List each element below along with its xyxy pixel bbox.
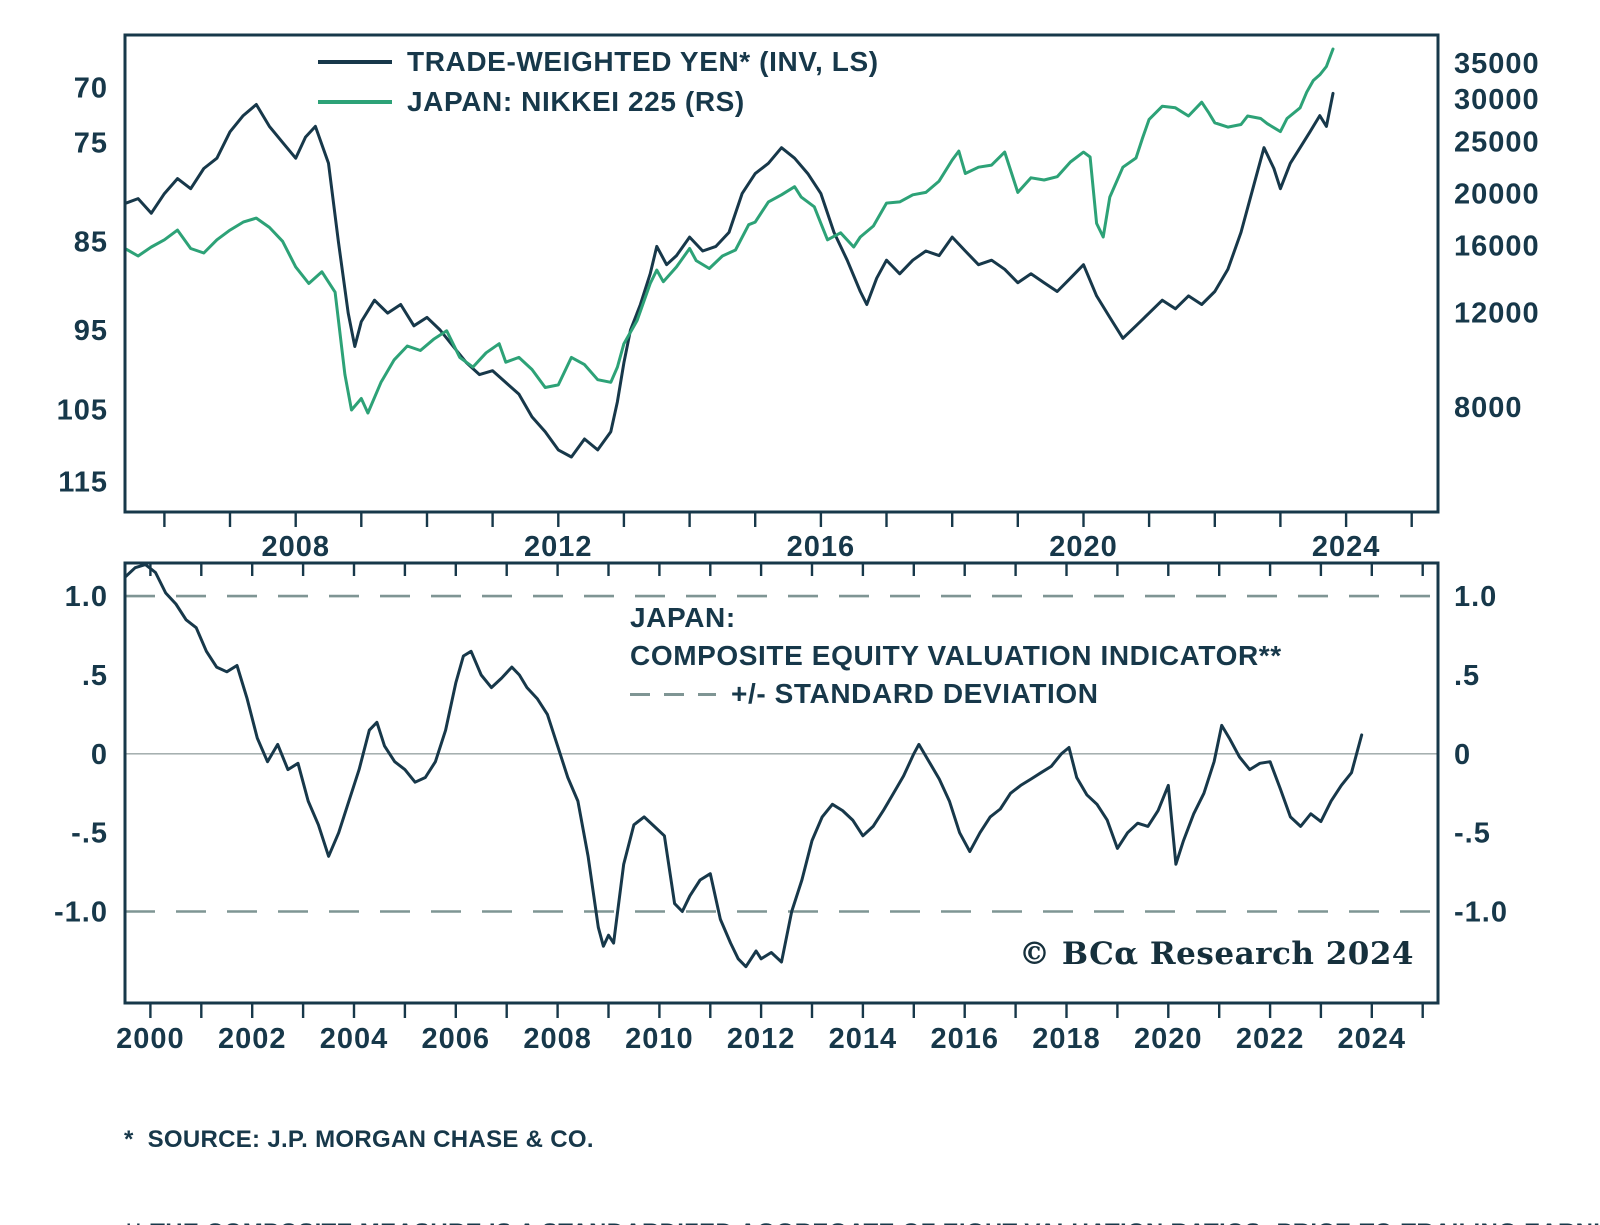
svg-text:16000: 16000 — [1454, 231, 1540, 263]
yen-line-swatch — [318, 60, 392, 64]
top-panel: 2008 2012 2016 2020 202470758595105115350003… — [57, 33, 1540, 563]
legend-item-standard-deviation: +/- STANDARD DEVIATION — [630, 678, 1282, 710]
svg-text:20000: 20000 — [1454, 179, 1540, 211]
nikkei-line-swatch — [318, 100, 392, 104]
yen-legend-label: TRADE-WEIGHTED YEN* (INV, LS) — [407, 46, 879, 77]
bottom-panel-x-labels: 2000 2002 2004 2006 2008 2010 2012 2014 2016 2018… — [116, 1023, 1407, 1055]
svg-text:105: 105 — [57, 394, 108, 426]
svg-text:2024: 2024 — [1312, 531, 1381, 563]
svg-text:2018: 2018 — [1032, 1023, 1101, 1055]
legend-item-nikkei-225: JAPAN: NIKKEI 225 (RS) — [318, 86, 879, 118]
svg-text:2014: 2014 — [829, 1023, 898, 1055]
svg-text:2008: 2008 — [523, 1023, 592, 1055]
top-panel-y-labels-left: 70 75 85 95 105 115 — [57, 73, 108, 499]
svg-text:2016: 2016 — [930, 1023, 999, 1055]
std-dev-dashed-swatch — [630, 692, 716, 696]
svg-text:2006: 2006 — [422, 1023, 491, 1055]
svg-text:2010: 2010 — [625, 1023, 694, 1055]
svg-text:85: 85 — [74, 227, 108, 259]
svg-text:0: 0 — [91, 739, 108, 771]
top-panel-x-labels: 2008 2012 2016 2020 2024 — [261, 531, 1381, 563]
svg-text:8000: 8000 — [1454, 392, 1523, 424]
svg-text:70: 70 — [74, 73, 108, 105]
svg-text:2016: 2016 — [787, 531, 856, 563]
bottom-chart-annotation: JAPAN: COMPOSITE EQUITY VALUATION INDICA… — [630, 602, 1282, 710]
svg-text:2000: 2000 — [116, 1023, 185, 1055]
svg-text:-.5: -.5 — [1454, 818, 1491, 850]
bottom-panel-x-ticks — [149, 563, 1424, 1018]
top-panel-border — [123, 33, 1440, 514]
svg-text:2020: 2020 — [1134, 1023, 1203, 1055]
bottom-panel-border — [123, 561, 1440, 1005]
svg-text:115: 115 — [58, 467, 108, 499]
svg-text:-1.0: -1.0 — [54, 897, 108, 929]
top-chart-legend: TRADE-WEIGHTED YEN* (INV, LS) JAPAN: NIK… — [318, 46, 879, 118]
svg-text:2024: 2024 — [1338, 1023, 1407, 1055]
svg-text:2012: 2012 — [524, 531, 593, 563]
svg-text:30000: 30000 — [1454, 84, 1540, 116]
annotation-line-japan: JAPAN: — [630, 602, 736, 633]
top-panel-series-0 — [125, 91, 1335, 459]
nikkei-legend-label: JAPAN: NIKKEI 225 (RS) — [407, 86, 745, 117]
bottom-panel-series-0 — [125, 563, 1364, 969]
footnote-source: * SOURCE: J.P. MORGAN CHASE & CO. — [124, 1126, 594, 1153]
top-panel-series-1 — [125, 47, 1335, 415]
footnotes: * SOURCE: J.P. MORGAN CHASE & CO. ** THE… — [124, 1062, 1600, 1225]
svg-text:1.0: 1.0 — [1454, 581, 1497, 613]
svg-text:95: 95 — [74, 315, 108, 347]
svg-text:75: 75 — [74, 127, 108, 159]
svg-text:2008: 2008 — [261, 531, 330, 563]
svg-text:1.0: 1.0 — [65, 581, 108, 613]
svg-text:2022: 2022 — [1236, 1023, 1305, 1055]
bottom-panel: 2000 2002 2004 2006 2008 2010 2012 2014 2016 2018… — [54, 561, 1508, 1055]
svg-text:2002: 2002 — [218, 1023, 287, 1055]
footnote-composite-1: ** THE COMPOSITE MEASURE IS A STANDARDIZ… — [124, 1217, 1600, 1225]
svg-text:-1.0: -1.0 — [1454, 897, 1508, 929]
svg-text:25000: 25000 — [1454, 127, 1540, 159]
svg-text:2020: 2020 — [1049, 531, 1118, 563]
svg-text:.5: .5 — [82, 660, 108, 692]
legend-item-trade-weighted-yen: TRADE-WEIGHTED YEN* (INV, LS) — [318, 46, 879, 78]
svg-text:2004: 2004 — [320, 1023, 389, 1055]
svg-text:2012: 2012 — [727, 1023, 796, 1055]
svg-text:35000: 35000 — [1454, 48, 1540, 80]
annotation-line-indicator: COMPOSITE EQUITY VALUATION INDICATOR** — [630, 640, 1282, 671]
svg-text:.5: .5 — [1454, 660, 1480, 692]
svg-text:12000: 12000 — [1454, 298, 1540, 330]
bottom-panel-y-labels-right: 1.0 .5 0 -.5 -1.0 — [1454, 581, 1508, 929]
copyright-notice: © BCα Research 2024 — [1019, 936, 1414, 972]
bottom-panel-y-labels-left: 1.0 .5 0 -.5 -1.0 — [54, 581, 108, 929]
top-panel-y-labels-right: 35000 30000 25000 20000 16000 12000 8000 — [1454, 48, 1540, 424]
std-dev-legend-label: +/- STANDARD DEVIATION — [731, 678, 1099, 709]
svg-text:-.5: -.5 — [71, 818, 108, 850]
svg-text:0: 0 — [1454, 739, 1471, 771]
top-panel-x-ticks — [163, 512, 1413, 527]
